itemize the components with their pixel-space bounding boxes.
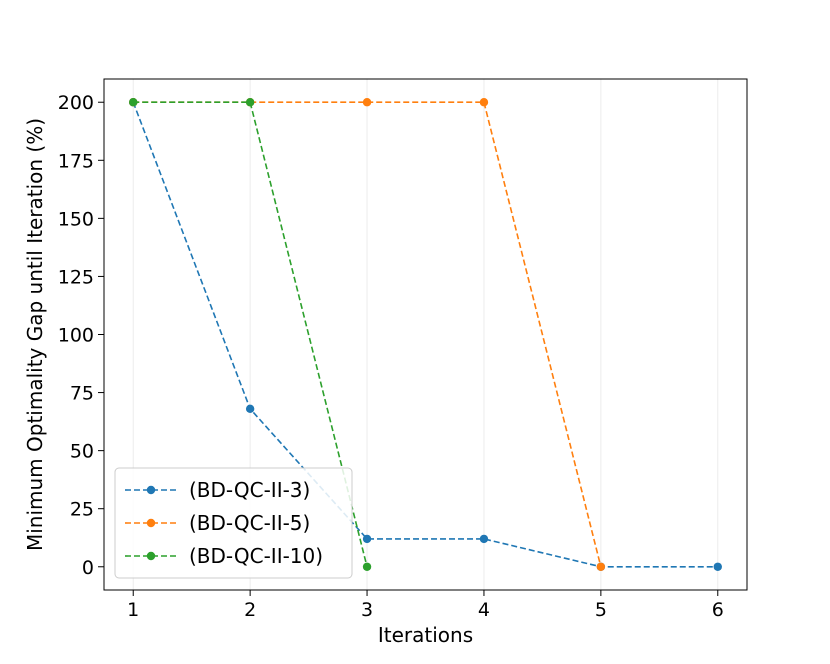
y-tick-label: 125 [58, 266, 94, 288]
legend-entry: (BD-QC-II-5) [125, 511, 310, 535]
legend-entry: (BD-QC-II-10) [125, 544, 323, 568]
data-point [596, 562, 606, 571]
data-point [245, 98, 255, 107]
data-point [129, 98, 138, 107]
axis-ticks: 1 2 3 4 5 6 0 25 50 75 100 125 150 175 200 [58, 92, 724, 621]
legend-label: (BD-QC-II-5) [189, 511, 310, 535]
y-tick-label: 175 [58, 150, 94, 172]
x-tick-label: 3 [361, 599, 373, 621]
series-line [132, 101, 718, 568]
legend-entry: (BD-QC-II-3) [125, 478, 310, 502]
data-point [362, 562, 372, 571]
y-tick-label: 50 [70, 441, 94, 463]
x-tick-label: 2 [244, 599, 256, 621]
legend-marker [146, 485, 156, 495]
y-tick-label: 200 [58, 92, 94, 114]
x-tick-label: 6 [712, 599, 724, 621]
series-lines [129, 98, 722, 571]
data-point [245, 404, 255, 414]
legend-box [114, 467, 353, 579]
x-tick-label: 1 [127, 599, 139, 621]
legend-marker [146, 551, 156, 561]
legend-marker [146, 518, 156, 528]
legend-label: (BD-QC-II-10) [189, 544, 323, 568]
legend-label: (BD-QC-II-3) [189, 478, 310, 502]
y-tick-label: 100 [58, 325, 94, 347]
data-point [362, 534, 372, 544]
data-point [479, 98, 489, 107]
x-tick-label: 4 [478, 599, 490, 621]
legend: (BD-QC-II-3) (BD-QC-II-5) (BD-QC-II-10) [114, 467, 353, 579]
series-3 [129, 98, 372, 571]
y-tick-label: 0 [82, 557, 94, 579]
x-tick-label: 5 [595, 599, 607, 621]
y-tick-label: 25 [70, 499, 94, 521]
x-axis-label: Iterations [378, 623, 473, 647]
data-point [713, 562, 722, 571]
y-tick-label: 150 [58, 208, 94, 230]
series-line [133, 101, 368, 567]
y-axis-label: Minimum Optimality Gap until Iteration (… [23, 118, 47, 551]
data-point [362, 98, 372, 107]
y-tick-label: 75 [70, 383, 94, 405]
data-point [479, 534, 489, 544]
